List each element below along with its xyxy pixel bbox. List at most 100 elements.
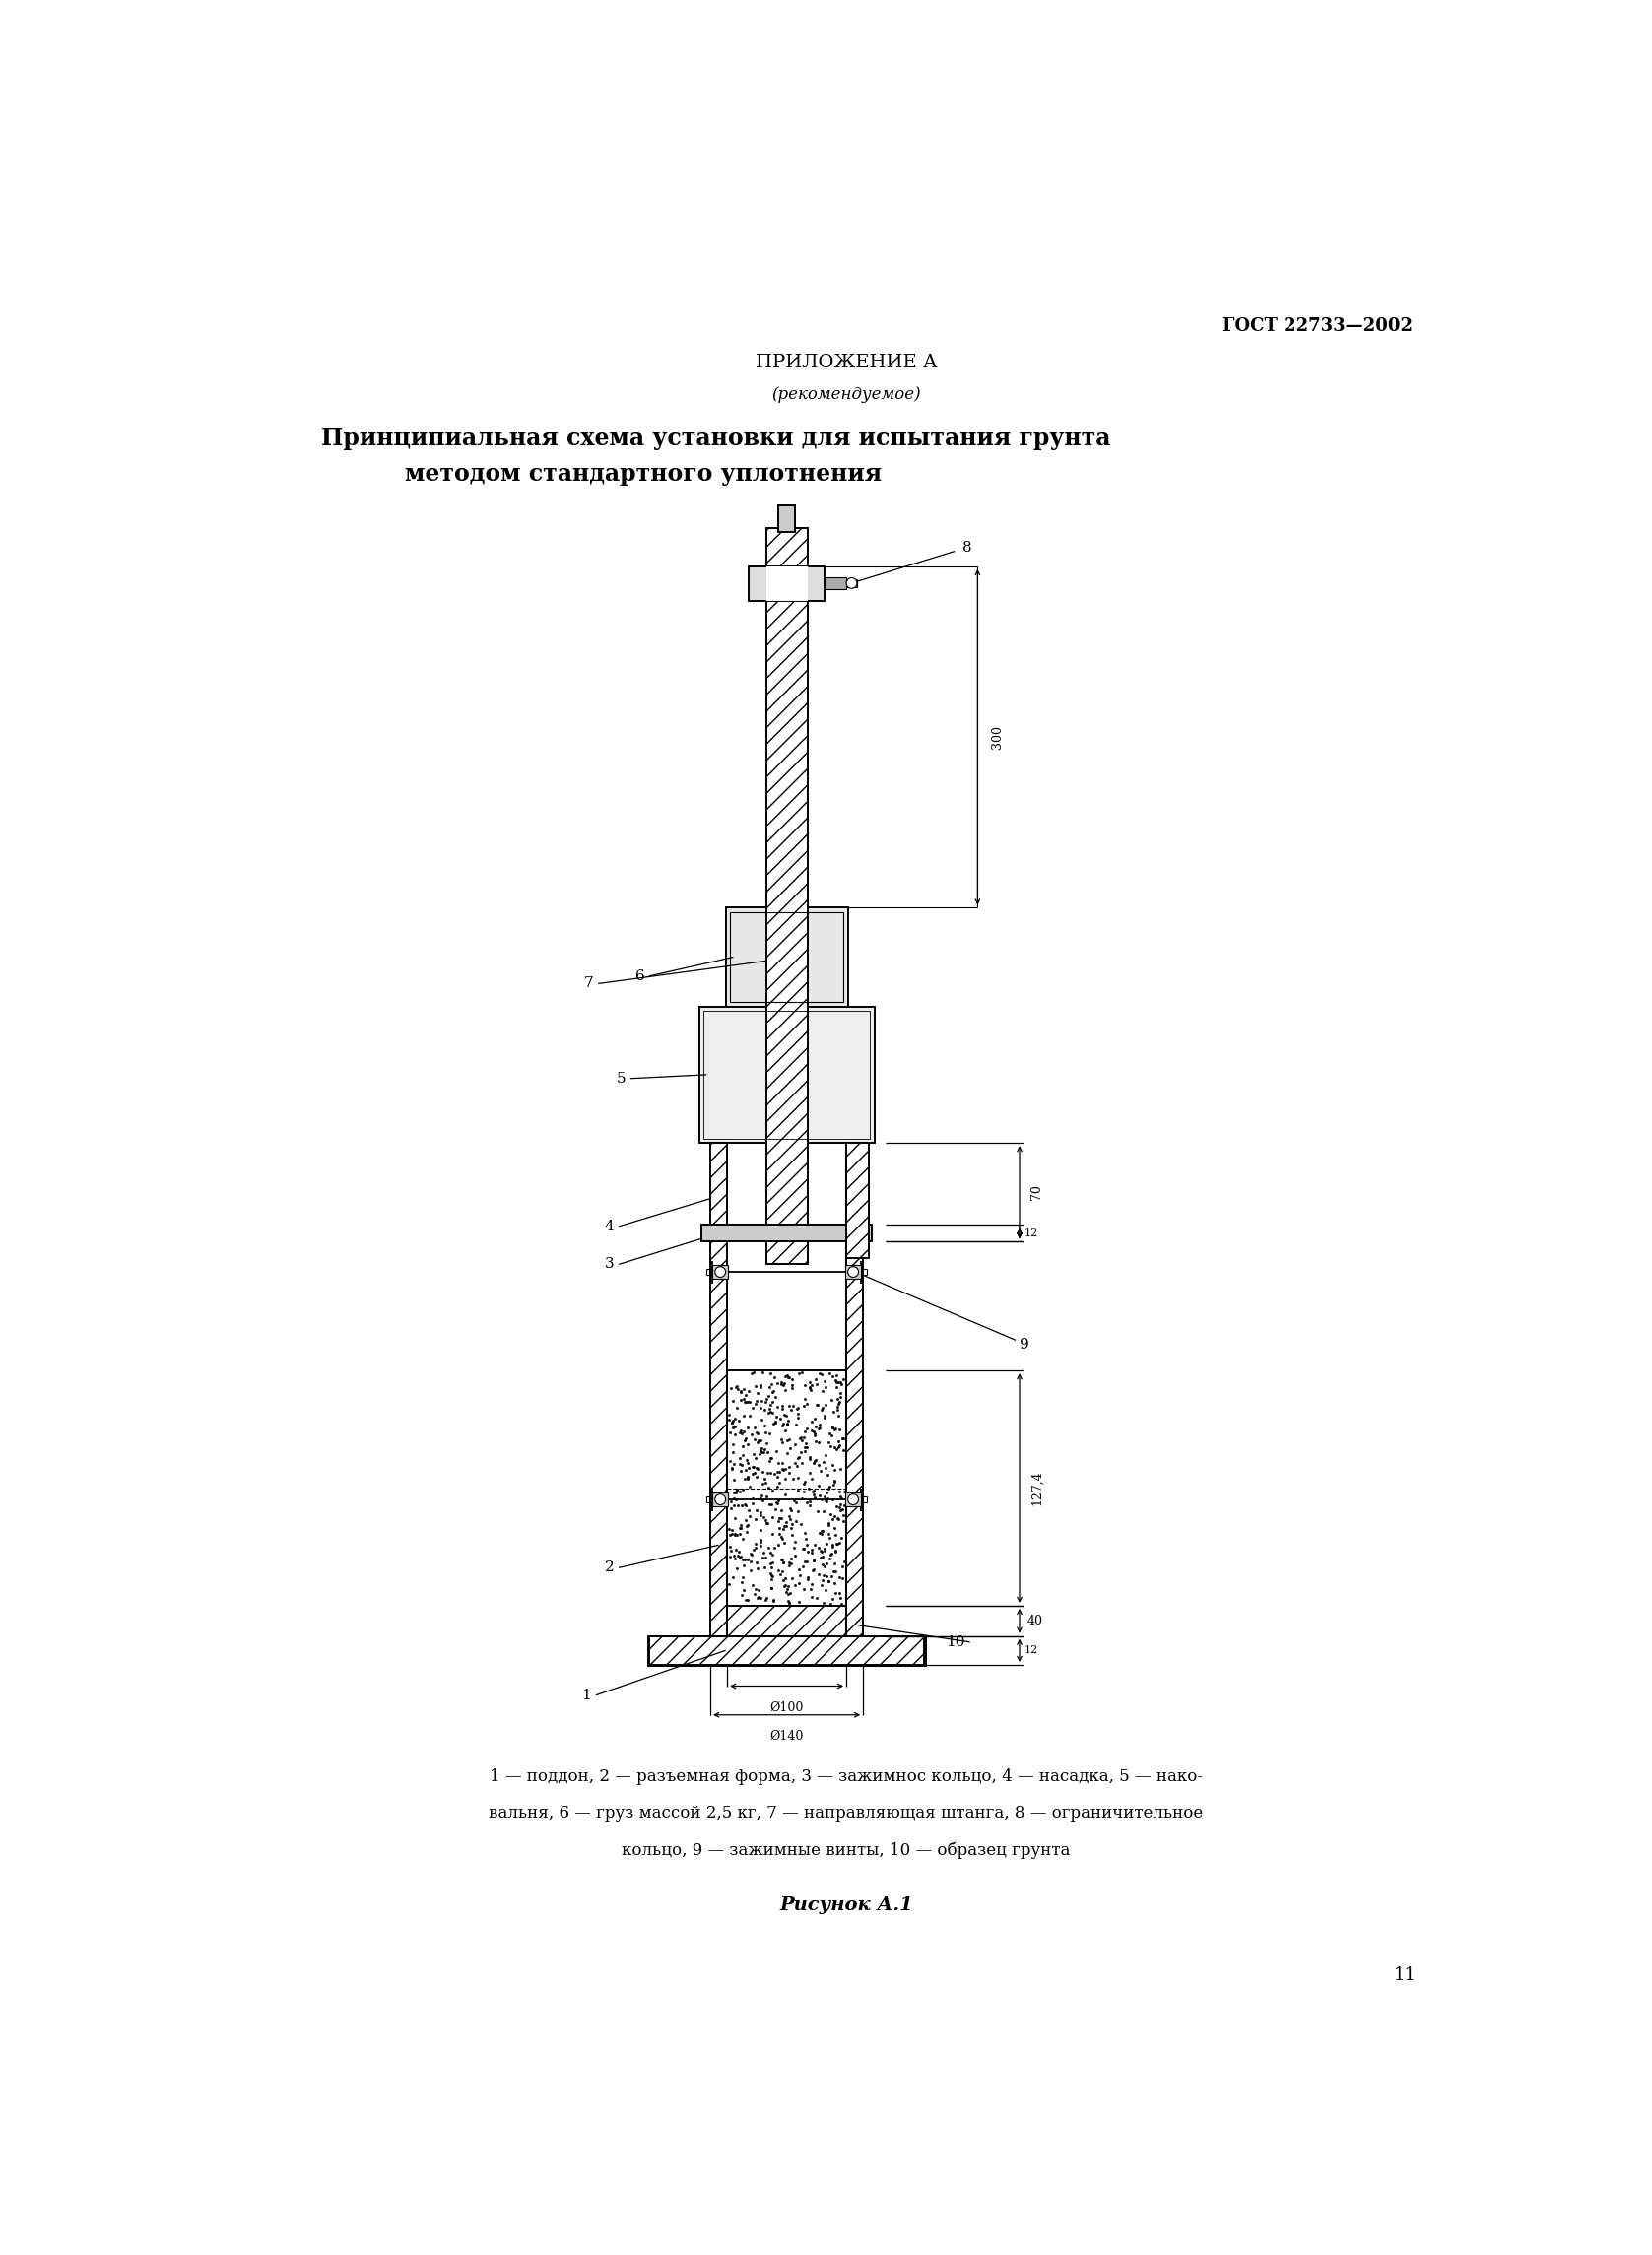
Point bbox=[809, 1513, 836, 1549]
Point bbox=[796, 1369, 823, 1405]
Point bbox=[752, 1461, 778, 1497]
Point bbox=[720, 1560, 747, 1597]
Point bbox=[773, 1574, 800, 1610]
Point bbox=[722, 1540, 748, 1576]
Point bbox=[801, 1527, 828, 1563]
Point bbox=[791, 1432, 818, 1468]
Point bbox=[765, 1454, 791, 1491]
Point bbox=[719, 1484, 745, 1520]
Point bbox=[829, 1549, 856, 1585]
Point bbox=[778, 1506, 805, 1542]
Point bbox=[800, 1461, 826, 1497]
Point bbox=[814, 1563, 841, 1599]
Point bbox=[732, 1486, 758, 1522]
Point bbox=[727, 1515, 753, 1551]
Point bbox=[826, 1560, 852, 1597]
Bar bbox=[725, 909, 847, 1006]
Point bbox=[735, 1445, 762, 1482]
Point bbox=[757, 1486, 783, 1522]
Point bbox=[745, 1572, 771, 1608]
Point bbox=[775, 1405, 801, 1441]
Point bbox=[768, 1391, 795, 1427]
Point bbox=[720, 1427, 747, 1463]
Point bbox=[831, 1362, 857, 1398]
Point bbox=[770, 1423, 796, 1459]
Bar bbox=[846, 1143, 862, 1243]
Point bbox=[768, 1421, 795, 1457]
Point bbox=[757, 1369, 783, 1405]
Circle shape bbox=[847, 1495, 859, 1504]
Point bbox=[730, 1572, 757, 1608]
Text: Ø100: Ø100 bbox=[770, 1700, 803, 1714]
Point bbox=[717, 1518, 743, 1554]
Point bbox=[732, 1423, 758, 1459]
Point bbox=[758, 1558, 785, 1594]
Point bbox=[800, 1403, 826, 1439]
Point bbox=[821, 1394, 847, 1430]
Point bbox=[826, 1473, 852, 1509]
Point bbox=[757, 1443, 783, 1479]
Point bbox=[740, 1436, 767, 1473]
Point bbox=[727, 1475, 753, 1511]
Point bbox=[786, 1558, 813, 1594]
Point bbox=[800, 1554, 826, 1590]
Point bbox=[730, 1380, 757, 1416]
Point bbox=[760, 1583, 786, 1619]
Point bbox=[805, 1529, 831, 1565]
Text: 1 — поддон, 2 — разъемная форма, 3 — зажимнос кольцо, 4 — насадка, 5 — нако-: 1 — поддон, 2 — разъемная форма, 3 — заж… bbox=[489, 1768, 1203, 1786]
Point bbox=[831, 1542, 857, 1578]
Point bbox=[801, 1479, 828, 1515]
Point bbox=[801, 1551, 828, 1588]
Point bbox=[828, 1367, 854, 1403]
Bar bbox=[846, 1143, 869, 1258]
Point bbox=[775, 1569, 801, 1606]
Point bbox=[781, 1482, 808, 1518]
Point bbox=[717, 1491, 743, 1527]
Point bbox=[724, 1482, 750, 1518]
Point bbox=[743, 1416, 770, 1452]
Point bbox=[778, 1511, 805, 1547]
Point bbox=[831, 1432, 857, 1468]
Point bbox=[778, 1360, 805, 1396]
Point bbox=[752, 1502, 778, 1538]
Point bbox=[748, 1477, 775, 1513]
Point bbox=[821, 1412, 847, 1448]
Point bbox=[791, 1473, 818, 1509]
Point bbox=[752, 1407, 778, 1443]
Text: 2: 2 bbox=[605, 1560, 615, 1574]
Point bbox=[805, 1493, 831, 1529]
Point bbox=[818, 1536, 844, 1572]
Text: кольцо, 9 — зажимные винты, 10 — образец грунта: кольцо, 9 — зажимные винты, 10 — образец… bbox=[621, 1842, 1070, 1858]
Point bbox=[733, 1378, 760, 1414]
Point bbox=[730, 1560, 757, 1597]
Point bbox=[811, 1531, 838, 1567]
Point bbox=[740, 1353, 767, 1389]
Point bbox=[732, 1385, 758, 1421]
Point bbox=[796, 1369, 823, 1405]
Point bbox=[725, 1486, 752, 1522]
Point bbox=[790, 1549, 816, 1585]
Point bbox=[722, 1409, 748, 1445]
Bar bbox=[846, 1243, 862, 1637]
Point bbox=[735, 1409, 762, 1445]
Point bbox=[729, 1373, 755, 1409]
Point bbox=[768, 1518, 795, 1554]
Point bbox=[768, 1407, 795, 1443]
Point bbox=[824, 1364, 851, 1400]
Point bbox=[813, 1558, 839, 1594]
Point bbox=[828, 1477, 854, 1513]
Point bbox=[771, 1373, 798, 1409]
Point bbox=[781, 1425, 808, 1461]
Point bbox=[819, 1482, 846, 1518]
Bar bbox=[727, 1606, 846, 1637]
Point bbox=[762, 1529, 788, 1565]
Point bbox=[717, 1529, 743, 1565]
Point bbox=[783, 1484, 809, 1520]
Point bbox=[785, 1459, 811, 1495]
Point bbox=[796, 1454, 823, 1491]
Point bbox=[828, 1450, 854, 1486]
Point bbox=[773, 1504, 800, 1540]
Point bbox=[829, 1504, 856, 1540]
Point bbox=[823, 1488, 849, 1524]
Point bbox=[816, 1427, 843, 1463]
